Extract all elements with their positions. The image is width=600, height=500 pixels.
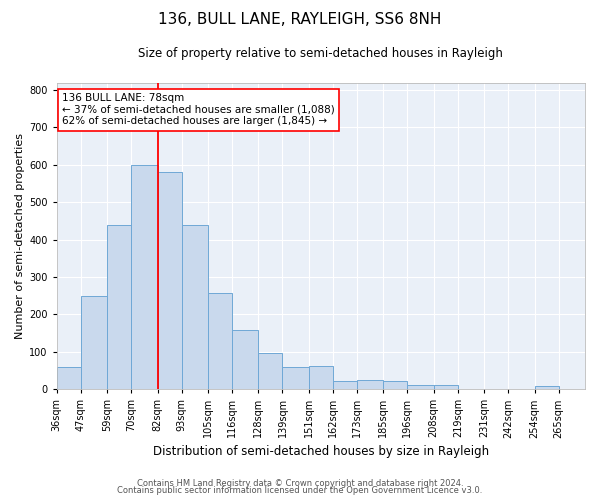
Bar bbox=[283, 366, 309, 389]
X-axis label: Distribution of semi-detached houses by size in Rayleigh: Distribution of semi-detached houses by … bbox=[153, 444, 489, 458]
Bar bbox=[333, 381, 357, 389]
Title: Size of property relative to semi-detached houses in Rayleigh: Size of property relative to semi-detach… bbox=[139, 48, 503, 60]
Text: Contains HM Land Registry data © Crown copyright and database right 2024.: Contains HM Land Registry data © Crown c… bbox=[137, 478, 463, 488]
Bar bbox=[107, 224, 131, 389]
Bar bbox=[535, 386, 559, 389]
Bar bbox=[81, 296, 107, 389]
Text: 136, BULL LANE, RAYLEIGH, SS6 8NH: 136, BULL LANE, RAYLEIGH, SS6 8NH bbox=[158, 12, 442, 28]
Bar bbox=[357, 380, 383, 389]
Bar bbox=[182, 224, 208, 389]
Bar bbox=[208, 292, 232, 389]
Bar bbox=[383, 380, 407, 389]
Y-axis label: Number of semi-detached properties: Number of semi-detached properties bbox=[15, 133, 25, 339]
Bar bbox=[434, 386, 458, 389]
Bar bbox=[259, 352, 283, 389]
Bar bbox=[158, 172, 182, 389]
Bar bbox=[56, 366, 81, 389]
Text: Contains public sector information licensed under the Open Government Licence v3: Contains public sector information licen… bbox=[118, 486, 482, 495]
Bar bbox=[131, 165, 158, 389]
Bar bbox=[309, 366, 333, 389]
Bar bbox=[407, 386, 434, 389]
Text: 136 BULL LANE: 78sqm
← 37% of semi-detached houses are smaller (1,088)
62% of se: 136 BULL LANE: 78sqm ← 37% of semi-detac… bbox=[62, 93, 335, 126]
Bar bbox=[232, 330, 259, 389]
